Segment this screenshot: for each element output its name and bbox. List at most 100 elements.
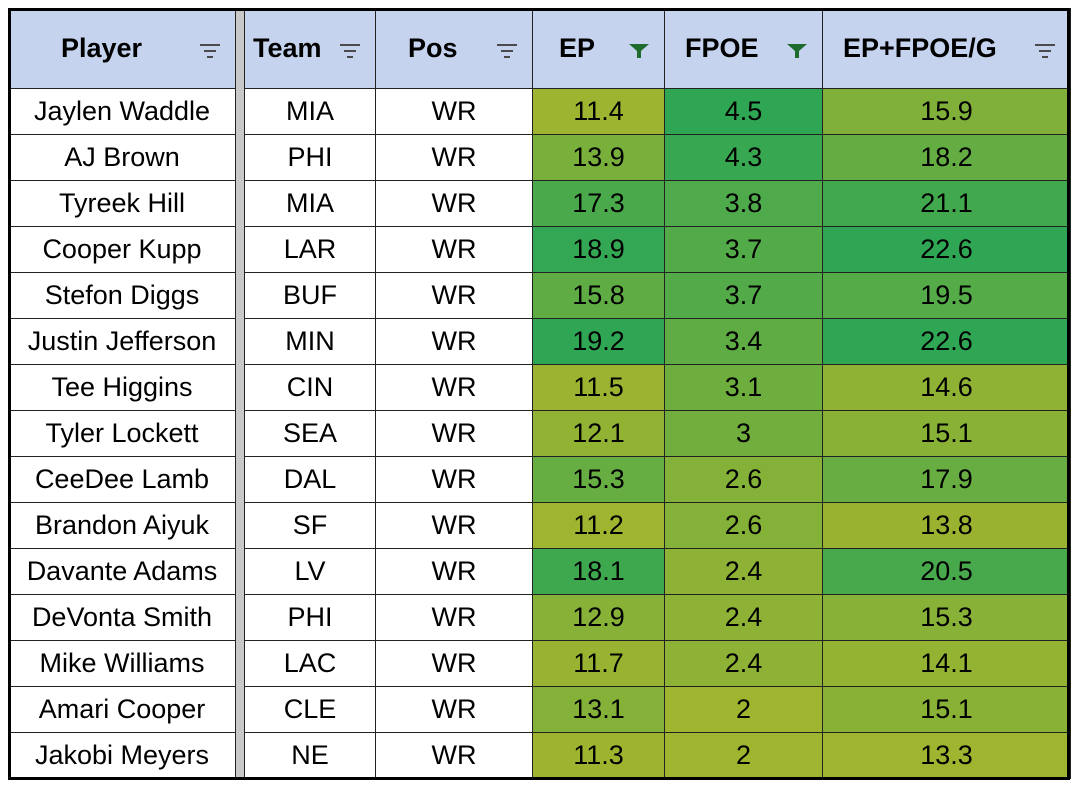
cell-epg[interactable]: 22.6 bbox=[822, 226, 1071, 273]
column-header-ep-fpoe-g[interactable]: EP+FPOE/G bbox=[822, 8, 1071, 89]
spreadsheet-table: Player Team Pos EP FPOE EP+FPOE/G bbox=[8, 8, 1071, 779]
cell-fpoe[interactable]: 2.4 bbox=[664, 594, 823, 641]
table-row: Jakobi Meyers NE WR 11.3 2 13.3 bbox=[8, 732, 1071, 779]
cell-ep[interactable]: 12.1 bbox=[532, 410, 665, 457]
cell-pos[interactable]: WR bbox=[375, 364, 533, 411]
cell-pos[interactable]: WR bbox=[375, 456, 533, 503]
cell-team[interactable]: LV bbox=[244, 548, 376, 595]
cell-ep[interactable]: 11.7 bbox=[532, 640, 665, 687]
cell-fpoe[interactable]: 4.5 bbox=[664, 88, 823, 135]
cell-ep[interactable]: 18.9 bbox=[532, 226, 665, 273]
cell-pos[interactable]: WR bbox=[375, 502, 533, 549]
cell-team[interactable]: BUF bbox=[244, 272, 376, 319]
cell-team[interactable]: NE bbox=[244, 732, 376, 779]
cell-player[interactable]: Mike Williams bbox=[8, 640, 236, 687]
cell-fpoe[interactable]: 2.4 bbox=[664, 640, 823, 687]
cell-fpoe[interactable]: 3.8 bbox=[664, 180, 823, 227]
table-row: Mike Williams LAC WR 11.7 2.4 14.1 bbox=[8, 640, 1071, 687]
table-row: Tyler Lockett SEA WR 12.1 3 15.1 bbox=[8, 410, 1071, 457]
cell-team[interactable]: SEA bbox=[244, 410, 376, 457]
cell-player[interactable]: Amari Cooper bbox=[8, 686, 236, 733]
cell-fpoe[interactable]: 3.7 bbox=[664, 226, 823, 273]
cell-ep[interactable]: 15.8 bbox=[532, 272, 665, 319]
cell-team[interactable]: LAC bbox=[244, 640, 376, 687]
cell-ep[interactable]: 13.9 bbox=[532, 134, 665, 181]
table-row: Stefon Diggs BUF WR 15.8 3.7 19.5 bbox=[8, 272, 1071, 319]
cell-pos[interactable]: WR bbox=[375, 548, 533, 595]
cell-ep[interactable]: 11.2 bbox=[532, 502, 665, 549]
cell-team[interactable]: MIA bbox=[244, 180, 376, 227]
cell-player[interactable]: Davante Adams bbox=[8, 548, 236, 595]
cell-epg[interactable]: 13.3 bbox=[822, 732, 1071, 779]
cell-pos[interactable]: WR bbox=[375, 732, 533, 779]
filter-icon[interactable] bbox=[199, 43, 221, 59]
cell-team[interactable]: CLE bbox=[244, 686, 376, 733]
cell-epg[interactable]: 18.2 bbox=[822, 134, 1071, 181]
column-header-label: FPOE bbox=[685, 33, 759, 63]
column-header-ep[interactable]: EP bbox=[532, 8, 665, 89]
cell-epg[interactable]: 15.3 bbox=[822, 594, 1071, 641]
cell-fpoe[interactable]: 3.4 bbox=[664, 318, 823, 365]
cell-epg[interactable]: 17.9 bbox=[822, 456, 1071, 503]
cell-team[interactable]: CIN bbox=[244, 364, 376, 411]
cell-ep[interactable]: 11.4 bbox=[532, 88, 665, 135]
filter-icon[interactable] bbox=[339, 43, 361, 59]
cell-epg[interactable]: 13.8 bbox=[822, 502, 1071, 549]
cell-fpoe[interactable]: 2 bbox=[664, 732, 823, 779]
selection-outline bbox=[8, 8, 1070, 780]
cell-fpoe[interactable]: 2 bbox=[664, 686, 823, 733]
cell-pos[interactable]: WR bbox=[375, 410, 533, 457]
column-header-pos[interactable]: Pos bbox=[375, 8, 533, 89]
cell-player[interactable]: Jakobi Meyers bbox=[8, 732, 236, 779]
cell-ep[interactable]: 12.9 bbox=[532, 594, 665, 641]
table-row: Amari Cooper CLE WR 13.1 2 15.1 bbox=[8, 686, 1071, 733]
column-header-player[interactable]: Player bbox=[8, 8, 236, 89]
table-body: Jaylen Waddle MIA WR 11.4 4.5 15.9 AJ Brown PHI… bbox=[8, 88, 1071, 779]
cell-epg[interactable]: 14.6 bbox=[822, 364, 1071, 411]
cell-player[interactable]: Tyreek Hill bbox=[8, 180, 236, 227]
filter-active-icon[interactable] bbox=[786, 43, 808, 59]
filter-icon[interactable] bbox=[1034, 43, 1056, 59]
filter-active-icon[interactable] bbox=[628, 43, 650, 59]
cell-player[interactable]: Tyler Lockett bbox=[8, 410, 236, 457]
cell-team[interactable]: MIN bbox=[244, 318, 376, 365]
cell-player[interactable]: Cooper Kupp bbox=[8, 226, 236, 273]
cell-pos[interactable]: WR bbox=[375, 180, 533, 227]
cell-pos[interactable]: WR bbox=[375, 88, 533, 135]
cell-team[interactable]: MIA bbox=[244, 88, 376, 135]
cell-player[interactable]: Jaylen Waddle bbox=[8, 88, 236, 135]
filter-icon[interactable] bbox=[496, 43, 518, 59]
cell-player[interactable]: Brandon Aiyuk bbox=[8, 502, 236, 549]
cell-epg[interactable]: 21.1 bbox=[822, 180, 1071, 227]
cell-epg[interactable]: 20.5 bbox=[822, 548, 1071, 595]
cell-player[interactable]: CeeDee Lamb bbox=[8, 456, 236, 503]
cell-ep[interactable]: 13.1 bbox=[532, 686, 665, 733]
cell-pos[interactable]: WR bbox=[375, 686, 533, 733]
cell-epg[interactable]: 15.9 bbox=[822, 88, 1071, 135]
cell-epg[interactable]: 22.6 bbox=[822, 318, 1071, 365]
cell-epg[interactable]: 15.1 bbox=[822, 686, 1071, 733]
cell-ep[interactable]: 18.1 bbox=[532, 548, 665, 595]
cell-epg[interactable]: 14.1 bbox=[822, 640, 1071, 687]
column-header-label: EP+FPOE/G bbox=[843, 33, 997, 63]
cell-team[interactable]: SF bbox=[244, 502, 376, 549]
header-row: Player Team Pos EP FPOE EP+FPOE/G bbox=[8, 8, 1071, 89]
cell-fpoe[interactable]: 2.6 bbox=[664, 456, 823, 503]
cell-fpoe[interactable]: 3.1 bbox=[664, 364, 823, 411]
cell-epg[interactable]: 15.1 bbox=[822, 410, 1071, 457]
table-row: Tyreek Hill MIA WR 17.3 3.8 21.1 bbox=[8, 180, 1071, 227]
table-row: Davante Adams LV WR 18.1 2.4 20.5 bbox=[8, 548, 1071, 595]
cell-ep[interactable]: 15.3 bbox=[532, 456, 665, 503]
table-row: Cooper Kupp LAR WR 18.9 3.7 22.6 bbox=[8, 226, 1071, 273]
column-header-fpoe[interactable]: FPOE bbox=[664, 8, 823, 89]
cell-pos[interactable]: WR bbox=[375, 640, 533, 687]
cell-pos[interactable]: WR bbox=[375, 226, 533, 273]
cell-player[interactable]: Stefon Diggs bbox=[8, 272, 236, 319]
table-row: Jaylen Waddle MIA WR 11.4 4.5 15.9 bbox=[8, 88, 1071, 135]
table-row: Tee Higgins CIN WR 11.5 3.1 14.6 bbox=[8, 364, 1071, 411]
cell-ep[interactable]: 19.2 bbox=[532, 318, 665, 365]
column-header-team[interactable]: Team bbox=[244, 8, 376, 89]
cell-fpoe[interactable]: 2.4 bbox=[664, 548, 823, 595]
cell-fpoe[interactable]: 3.7 bbox=[664, 272, 823, 319]
cell-fpoe[interactable]: 3 bbox=[664, 410, 823, 457]
